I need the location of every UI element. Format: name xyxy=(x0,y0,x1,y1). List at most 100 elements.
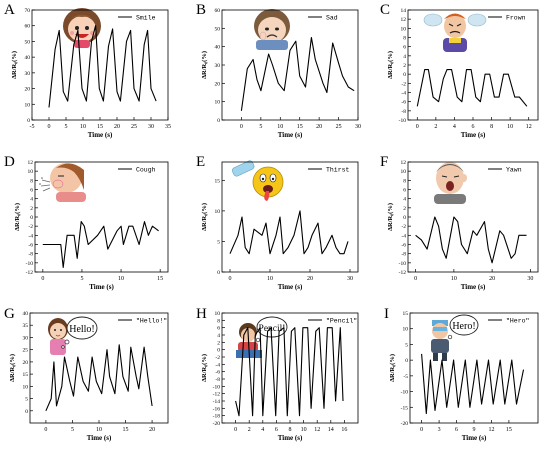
series-line xyxy=(417,70,527,107)
y-tick-label: 2 xyxy=(30,206,33,212)
y-tick-label: -2 xyxy=(401,224,406,230)
frowning-man-icon xyxy=(424,14,486,53)
x-tick-label: 20 xyxy=(114,124,120,130)
y-tick-label: 10 xyxy=(215,209,221,215)
x-tick-label: 12 xyxy=(314,427,320,433)
y-tick-label: 30 xyxy=(23,335,29,341)
y-tick-label: 4 xyxy=(403,54,406,60)
x-tick-label: 25 xyxy=(131,124,137,130)
y-tick-label: 40 xyxy=(23,311,29,317)
y-tick-label: 10 xyxy=(23,384,29,390)
y-tick-label: -16 xyxy=(213,406,221,412)
x-tick-label: 0 xyxy=(41,276,44,282)
x-tick-label: 30 xyxy=(347,276,353,282)
y-tick-label: -2 xyxy=(215,355,220,361)
y-tick-label: 14 xyxy=(401,8,407,14)
y-tick-label: -6 xyxy=(215,370,220,376)
y-tick-label: -4 xyxy=(215,362,220,368)
y-tick-label: 20 xyxy=(215,81,221,87)
x-tick-label: 8 xyxy=(490,124,493,130)
y-tick-label: 15 xyxy=(215,178,221,184)
y-tick-label: 12 xyxy=(401,17,407,23)
y-tick-label: 10 xyxy=(28,169,34,175)
x-tick-label: 10 xyxy=(301,427,307,433)
y-tick-label: 10 xyxy=(215,100,221,106)
x-tick-label: 8 xyxy=(289,427,292,433)
y-tick-label: 5 xyxy=(25,397,28,403)
x-tick-label: 5 xyxy=(259,124,262,130)
y-tick-label: -8 xyxy=(401,109,406,115)
y-tick-label: -2 xyxy=(28,224,33,230)
series-line xyxy=(43,222,159,268)
x-tick-label: 20 xyxy=(489,276,495,282)
y-tick-label: -2 xyxy=(401,81,406,87)
y-tick-label: 5 xyxy=(217,239,220,245)
y-axis-label: ΔR/R₀(%) xyxy=(11,51,18,79)
x-tick-label: 0 xyxy=(420,427,423,433)
y-tick-label: -6 xyxy=(28,243,33,249)
legend-label: "Hero" xyxy=(506,318,530,325)
y-tick-label: 8 xyxy=(217,318,220,324)
y-tick-label: 8 xyxy=(403,178,406,184)
x-tick-label: 15 xyxy=(297,124,303,130)
x-axis-label: Time (s) xyxy=(278,283,303,291)
x-tick-label: 14 xyxy=(328,427,334,433)
x-tick-label: 10 xyxy=(96,427,102,433)
y-tick-label: 50 xyxy=(25,39,31,45)
x-tick-label: 10 xyxy=(267,276,273,282)
x-tick-label: 30 xyxy=(148,124,154,130)
x-axis-label: Time (s) xyxy=(462,434,487,442)
panel-letter: B xyxy=(196,2,206,18)
speech-bubble-hero: Hero! xyxy=(448,315,478,339)
x-tick-label: 2 xyxy=(248,427,251,433)
x-tick-label: 30 xyxy=(355,124,361,130)
x-tick-label: 0 xyxy=(416,124,419,130)
series-line xyxy=(230,211,348,254)
y-tick-label: -14 xyxy=(213,399,221,405)
x-axis-label: Time (s) xyxy=(461,283,486,291)
bubble-text-hero: Hero! xyxy=(452,321,475,332)
thirsty-emoji-icon xyxy=(231,160,283,201)
y-tick-label: -6 xyxy=(401,100,406,106)
y-tick-label: 8 xyxy=(403,36,406,42)
x-tick-label: 12 xyxy=(488,427,494,433)
x-tick-label: 15 xyxy=(157,276,163,282)
y-tick-label: 4 xyxy=(403,197,406,203)
plot-frame xyxy=(408,162,538,272)
y-tick-label: 15 xyxy=(23,372,29,378)
y-tick-label: 6 xyxy=(403,188,406,194)
y-axis-label: ΔR/R₀(%) xyxy=(201,203,208,231)
coughing-woman-icon xyxy=(39,163,86,202)
y-tick-label: 8 xyxy=(30,178,33,184)
y-tick-label: 2 xyxy=(403,206,406,212)
x-axis-label: Time (s) xyxy=(88,131,113,139)
legend-label: "Hello!" xyxy=(136,318,167,325)
y-tick-label: 12 xyxy=(401,160,407,166)
series-line xyxy=(416,217,527,263)
y-tick-label: 12 xyxy=(28,160,34,166)
x-tick-label: 30 xyxy=(527,276,533,282)
y-tick-label: -8 xyxy=(401,252,406,258)
y-tick-label: 2 xyxy=(217,340,220,346)
y-tick-label: 50 xyxy=(215,26,221,32)
y-tick-label: 0 xyxy=(25,409,28,415)
y-axis-label: ΔR/R₀(%) xyxy=(14,203,21,231)
y-tick-label: -10 xyxy=(401,390,409,396)
legend-label: Frown xyxy=(506,15,526,22)
y-tick-label: -8 xyxy=(215,377,220,383)
y-tick-label: 0 xyxy=(405,358,408,364)
yawning-man-icon xyxy=(434,162,467,204)
x-tick-label: 10 xyxy=(277,124,283,130)
panel-letter: C xyxy=(380,2,390,18)
y-tick-label: 10 xyxy=(215,311,221,317)
x-tick-label: 35 xyxy=(165,124,171,130)
panel-letter: A xyxy=(4,2,15,18)
y-tick-label: 6 xyxy=(30,188,33,194)
x-tick-label: 0 xyxy=(414,276,417,282)
panel-letter: G xyxy=(4,306,15,322)
y-tick-label: 4 xyxy=(217,333,220,339)
y-tick-label: -10 xyxy=(399,261,407,267)
x-tick-label: 5 xyxy=(80,276,83,282)
